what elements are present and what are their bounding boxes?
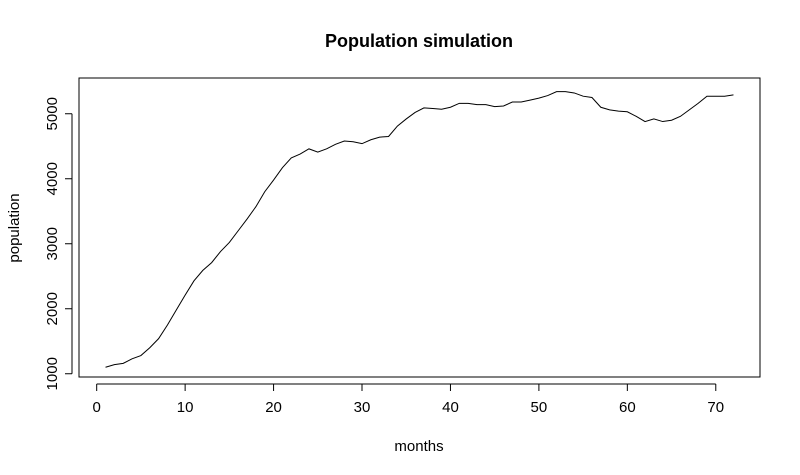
y-tick-label: 5000 <box>44 97 61 130</box>
x-axis-label: months <box>394 438 443 455</box>
y-tick-label: 1000 <box>44 357 61 390</box>
x-tick-label: 0 <box>93 399 101 416</box>
x-tick-label: 70 <box>707 399 724 416</box>
plot-area-frame <box>78 77 761 378</box>
y-axis-label: population <box>6 193 23 262</box>
y-tick-label: 3000 <box>44 227 61 260</box>
y-axis: 1000 2000 3000 4000 5000 <box>44 97 73 390</box>
x-tick-label: 50 <box>531 399 548 416</box>
x-tick-label: 60 <box>619 399 636 416</box>
population-series-line <box>105 91 734 368</box>
x-tick-label: 20 <box>265 399 282 416</box>
y-tick-label: 4000 <box>44 162 61 195</box>
y-tick-label: 2000 <box>44 292 61 325</box>
chart-title: Population simulation <box>325 31 513 51</box>
x-tick-label: 30 <box>354 399 371 416</box>
x-tick-label: 40 <box>442 399 459 416</box>
x-tick-label: 10 <box>177 399 194 416</box>
x-axis: 0 10 20 30 40 50 60 70 <box>93 383 724 416</box>
